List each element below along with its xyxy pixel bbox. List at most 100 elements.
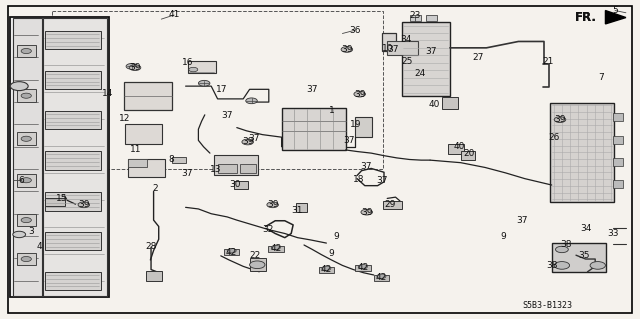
Circle shape [250,261,265,269]
Text: 37: 37 [221,111,232,120]
Bar [13,18,42,296]
Text: 9: 9 [334,232,339,241]
Text: 32: 32 [262,225,273,234]
Text: 34: 34 [401,35,412,44]
Bar [45,151,101,170]
Text: 39: 39 [554,115,566,124]
Text: 34: 34 [580,224,592,233]
Bar [172,157,186,163]
Text: 41: 41 [168,11,180,19]
Bar [125,124,162,144]
Text: 37: 37 [387,45,399,54]
Text: 37: 37 [376,176,388,185]
Bar [552,243,606,272]
Bar [45,71,101,89]
Bar [355,265,371,271]
Text: 27: 27 [472,53,484,62]
Circle shape [267,202,278,208]
Text: 36: 36 [349,26,360,35]
Circle shape [590,262,605,269]
Text: 37: 37 [306,85,317,94]
Text: 5: 5 [612,6,618,15]
Circle shape [554,117,566,122]
Text: 22: 22 [249,251,260,260]
Bar [383,201,402,209]
Text: 37: 37 [181,169,193,178]
Bar [45,272,101,290]
Text: 23: 23 [410,11,421,20]
Bar [613,136,623,144]
Bar [128,159,147,167]
Bar [17,174,36,187]
Bar [442,97,458,109]
Text: 14: 14 [102,89,113,98]
Bar [402,22,450,96]
Text: 42: 42 [321,265,332,274]
Text: 3: 3 [28,227,33,236]
Bar [214,155,258,175]
Text: 4: 4 [37,242,42,251]
Bar [296,203,307,212]
Text: 20: 20 [463,149,475,158]
Text: 7: 7 [598,73,604,82]
Text: 31: 31 [291,206,303,215]
Circle shape [21,48,31,54]
Text: 1: 1 [329,106,335,115]
Text: 42: 42 [270,244,282,253]
Bar [282,108,346,150]
Bar [613,180,623,188]
Bar [240,164,256,173]
Text: 37: 37 [344,137,355,145]
Text: FR.: FR. [575,11,596,24]
Bar [387,41,418,55]
Circle shape [322,266,331,271]
Text: 40: 40 [454,142,465,151]
Bar [234,181,248,189]
Circle shape [271,245,280,250]
Text: 39: 39 [242,137,253,146]
Text: 12: 12 [118,114,130,123]
Text: 13: 13 [210,165,221,174]
Text: 38: 38 [547,261,558,270]
Text: 19: 19 [350,120,362,129]
Circle shape [354,91,365,97]
Text: 42: 42 [226,248,237,256]
Text: FR.: FR. [575,11,596,24]
Text: 39: 39 [129,63,141,72]
Circle shape [341,47,353,52]
Bar [374,275,389,281]
Bar [43,18,107,296]
Circle shape [21,136,31,141]
Bar [461,151,475,160]
Bar [45,31,101,49]
Bar [17,45,36,57]
Text: 40: 40 [428,100,440,109]
Text: 33: 33 [607,229,619,238]
Text: 38: 38 [561,240,572,249]
Circle shape [198,80,210,86]
Circle shape [361,209,372,215]
Bar [188,61,216,73]
Bar [17,132,36,145]
Bar [250,258,266,271]
Text: 37: 37 [426,47,437,56]
Polygon shape [605,11,626,24]
Text: 29: 29 [384,200,396,209]
Text: 26: 26 [548,133,560,142]
Text: 37: 37 [516,216,528,225]
Text: 6: 6 [19,176,24,185]
Text: 39: 39 [354,90,365,99]
Text: 24: 24 [415,69,426,78]
Text: 39: 39 [361,208,372,217]
Bar [10,17,109,297]
Text: 17: 17 [216,85,227,94]
Text: 9: 9 [329,249,334,258]
Text: 42: 42 [376,273,387,282]
Bar [17,89,36,102]
Circle shape [21,178,31,183]
Circle shape [129,65,141,70]
Bar [319,267,334,273]
Bar [146,271,162,281]
Bar [45,232,101,250]
Text: S5B3-B1323: S5B3-B1323 [522,301,572,310]
